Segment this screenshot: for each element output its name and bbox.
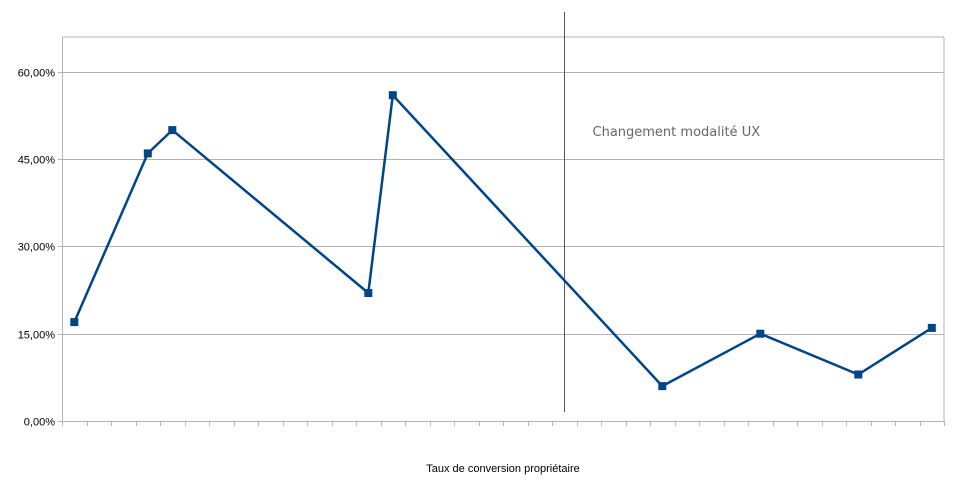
axes: 0,00% 15,00% 30,00% 45,00% 60,00% xyxy=(18,37,945,429)
annotation-group: Changement modalité UX xyxy=(564,12,761,412)
series-line xyxy=(73,93,933,388)
y-tick-label: 45,00% xyxy=(18,155,56,167)
y-tick-label: 0,00% xyxy=(24,417,55,429)
data-point-marker xyxy=(364,289,373,297)
data-point-marker xyxy=(854,370,863,379)
data-point-marker xyxy=(388,91,397,100)
y-tick-label: 60,00% xyxy=(18,68,56,80)
annotation-label: Changement modalité UX xyxy=(593,125,761,140)
data-point-marker xyxy=(756,329,765,338)
data-point-marker xyxy=(143,149,152,158)
x-axis-title: Taux de conversion propriétaire xyxy=(426,463,579,475)
data-point-marker xyxy=(168,126,177,135)
data-point-marker xyxy=(70,318,79,327)
grid-lines xyxy=(58,36,945,422)
y-tick-label: 30,00% xyxy=(18,242,56,254)
data-point-marker xyxy=(927,323,936,332)
series-group xyxy=(70,91,936,391)
y-tick-label: 15,00% xyxy=(18,330,56,342)
data-point-marker xyxy=(658,382,667,391)
